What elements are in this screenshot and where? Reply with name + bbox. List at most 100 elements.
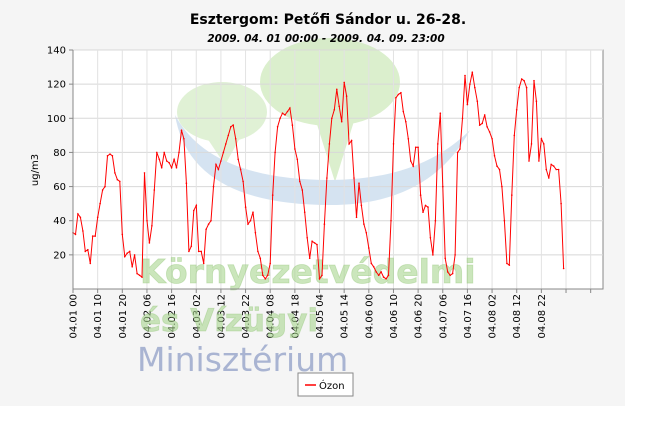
- legend: Ózon: [297, 372, 354, 397]
- data-point: [518, 86, 520, 89]
- data-point: [232, 124, 234, 126]
- data-point: [543, 143, 545, 145]
- x-tick-label: 04.04 18: [290, 294, 301, 339]
- data-point: [355, 216, 358, 219]
- data-point: [348, 143, 350, 145]
- data-point: [560, 202, 562, 205]
- data-point: [99, 202, 101, 205]
- y-tick-label: 80: [53, 148, 66, 159]
- data-point: [266, 274, 269, 277]
- data-point: [528, 160, 530, 162]
- data-point: [471, 71, 474, 73]
- data-point: [217, 168, 220, 171]
- data-point: [82, 230, 84, 232]
- data-point: [212, 185, 215, 188]
- x-tick-label: 04.03 22: [241, 294, 252, 339]
- data-point: [557, 168, 560, 171]
- data-point: [269, 262, 272, 265]
- data-point: [96, 216, 99, 219]
- data-point: [387, 274, 390, 277]
- data-point: [451, 272, 454, 275]
- x-tick-label: 04.07 16: [463, 294, 474, 339]
- data-point: [156, 151, 158, 154]
- data-point: [409, 160, 412, 162]
- data-point: [466, 103, 469, 106]
- data-point: [195, 204, 198, 207]
- data-point: [407, 138, 410, 140]
- data-point: [368, 247, 370, 249]
- y-tick-label: 20: [53, 250, 66, 261]
- data-point: [202, 262, 205, 265]
- data-point: [540, 138, 543, 140]
- data-point: [392, 143, 395, 145]
- data-point: [234, 138, 237, 140]
- data-point: [515, 109, 518, 111]
- x-tick-label: 04.08 12: [512, 294, 523, 339]
- data-point: [284, 114, 286, 116]
- data-point: [562, 267, 565, 270]
- data-point: [535, 100, 538, 102]
- logo-bubble-large: [260, 38, 400, 126]
- data-point: [333, 109, 336, 111]
- data-point: [414, 146, 417, 149]
- logo-swoosh: [175, 115, 470, 205]
- y-axis-label: ug/m3: [30, 154, 41, 186]
- data-point: [301, 189, 304, 191]
- data-point: [165, 160, 168, 162]
- data-point: [405, 120, 407, 123]
- data-point: [343, 81, 346, 84]
- bottom-margin: [0, 406, 657, 424]
- data-point: [469, 83, 471, 85]
- data-point: [276, 126, 279, 128]
- chart-subtitle: 2009. 04. 01 00:00 - 2009. 04. 09. 23:00: [207, 33, 444, 45]
- data-point: [119, 180, 121, 183]
- data-point: [486, 126, 488, 128]
- data-point: [281, 112, 284, 114]
- data-point: [432, 254, 434, 256]
- x-tick-label: 04.08 02: [488, 294, 499, 339]
- data-point: [126, 252, 128, 254]
- data-point: [193, 209, 195, 212]
- logo-bubble-small: [177, 82, 267, 142]
- data-point: [138, 274, 141, 277]
- ministry-logo-watermark: [175, 38, 470, 205]
- data-point: [382, 276, 385, 278]
- data-point: [316, 243, 318, 246]
- x-tick-label: 04.07 06: [438, 294, 449, 339]
- x-tick-label: 04.05 14: [340, 294, 351, 339]
- data-point: [550, 163, 552, 166]
- data-point: [437, 143, 439, 145]
- data-point: [183, 138, 185, 140]
- y-tick-label: 40: [53, 216, 66, 227]
- data-point: [336, 88, 338, 91]
- data-point: [328, 143, 331, 145]
- data-point: [338, 105, 341, 108]
- data-point: [511, 194, 513, 196]
- data-point: [299, 180, 301, 183]
- data-point: [434, 219, 437, 222]
- data-point: [506, 262, 508, 265]
- data-point: [397, 93, 400, 96]
- data-point: [306, 237, 309, 239]
- data-point: [395, 97, 397, 99]
- data-point: [262, 274, 264, 277]
- x-tick-label: 04.06 10: [389, 294, 400, 339]
- data-point: [533, 79, 535, 82]
- data-point: [188, 250, 190, 253]
- data-point: [449, 274, 452, 277]
- logo-bubble-small-tail: [205, 135, 240, 165]
- data-point: [109, 153, 111, 155]
- data-point: [454, 254, 456, 256]
- logo-bubble-large-tail: [315, 118, 355, 182]
- data-point: [200, 250, 202, 253]
- data-point: [158, 158, 161, 161]
- data-point: [427, 206, 429, 208]
- data-point: [488, 131, 491, 133]
- x-axis-ticks: 04.01 00 04.01 10 04.01 20 04.02 06 04.02 16…: [69, 289, 592, 339]
- x-tick-label: 04.04 08: [266, 294, 277, 339]
- data-point: [464, 74, 466, 77]
- data-point: [222, 151, 225, 154]
- data-point: [163, 151, 165, 154]
- data-point: [419, 194, 422, 196]
